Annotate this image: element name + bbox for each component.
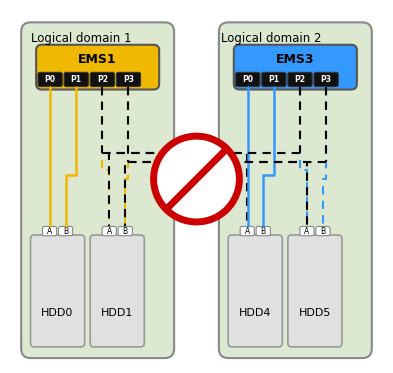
Text: P1: P1 [268,75,279,84]
Text: Logical domain 1: Logical domain 1 [31,32,131,45]
Text: P0: P0 [242,75,253,84]
FancyBboxPatch shape [31,235,84,347]
Text: HDD4: HDD4 [239,308,272,318]
Circle shape [154,136,239,222]
Text: B: B [123,226,128,236]
FancyBboxPatch shape [236,72,260,87]
FancyBboxPatch shape [102,226,116,236]
Text: P3: P3 [321,75,332,84]
FancyBboxPatch shape [90,72,114,87]
Text: Logical domain 2: Logical domain 2 [221,32,321,45]
FancyBboxPatch shape [21,22,174,358]
FancyBboxPatch shape [36,45,159,90]
FancyBboxPatch shape [240,226,254,236]
Text: HDD1: HDD1 [101,308,134,318]
FancyBboxPatch shape [59,226,73,236]
Text: P0: P0 [44,75,55,84]
FancyBboxPatch shape [234,45,357,90]
Text: P2: P2 [294,75,305,84]
Text: A: A [47,226,52,236]
FancyBboxPatch shape [42,226,57,236]
FancyBboxPatch shape [38,72,62,87]
FancyBboxPatch shape [316,226,330,236]
Text: B: B [320,226,325,236]
FancyBboxPatch shape [116,72,141,87]
Text: HDD5: HDD5 [299,308,331,318]
FancyBboxPatch shape [288,235,342,347]
FancyBboxPatch shape [262,72,286,87]
FancyBboxPatch shape [90,235,144,347]
FancyBboxPatch shape [228,235,282,347]
Text: A: A [244,226,250,236]
Text: EMS3: EMS3 [276,53,314,66]
FancyBboxPatch shape [118,226,132,236]
Text: A: A [107,226,112,236]
Text: B: B [63,226,68,236]
Text: HDD0: HDD0 [41,308,74,318]
Text: P1: P1 [71,75,82,84]
FancyBboxPatch shape [256,226,270,236]
FancyBboxPatch shape [314,72,338,87]
Text: P3: P3 [123,75,134,84]
Text: A: A [304,226,310,236]
FancyBboxPatch shape [288,72,312,87]
Text: P2: P2 [97,75,108,84]
Text: B: B [261,226,266,236]
Text: EMS1: EMS1 [78,53,117,66]
FancyBboxPatch shape [300,226,314,236]
FancyBboxPatch shape [64,72,88,87]
FancyBboxPatch shape [219,22,372,358]
